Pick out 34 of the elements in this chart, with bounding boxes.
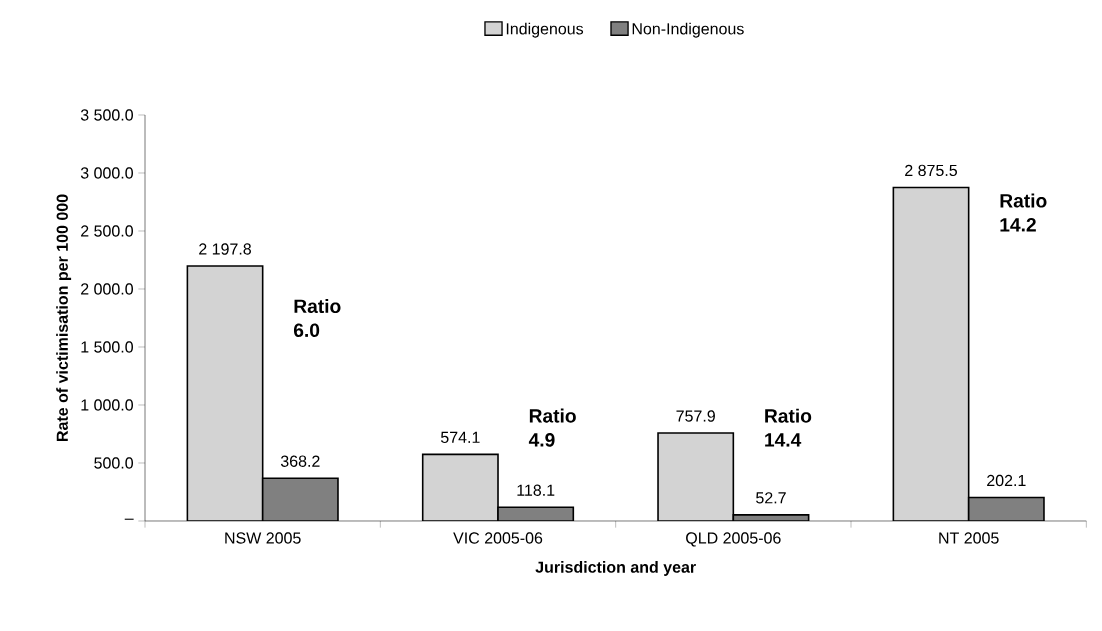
x-tick-label: NSW 2005 <box>225 532 301 544</box>
y-tick-label: – <box>124 518 134 520</box>
y-tick-label: 500.0 <box>94 457 134 469</box>
x-axis-title: Jurisdiction and year <box>535 561 696 576</box>
bar <box>892 186 970 521</box>
bar <box>657 432 735 521</box>
y-tick-label: 3 500.0 <box>80 109 133 121</box>
annotation: Ratio 6.0 <box>293 298 341 338</box>
y-tick-label: 1 000.0 <box>81 399 133 411</box>
bar <box>186 265 264 521</box>
x-tick-label: NT 2005 <box>939 532 999 544</box>
bar <box>967 496 1045 521</box>
x-tick-label: VIC 2005-06 <box>453 532 543 544</box>
data-label: 2 197.8 <box>199 243 251 255</box>
annotation: Ratio 4.9 <box>528 408 576 447</box>
data-label: 2 875.5 <box>905 164 958 177</box>
annotation: Ratio 14.2 <box>1000 193 1047 232</box>
legend-label: Non-Indigenous <box>632 22 744 38</box>
data-label: 202.1 <box>987 474 1026 487</box>
data-label: 52.7 <box>756 492 786 504</box>
y-axis-title: Rate of victimisation per 100 000 <box>56 194 72 441</box>
data-label: 574.1 <box>440 431 480 444</box>
legend-label: Indigenous <box>506 22 584 38</box>
annotation: Ratio 14.4 <box>765 408 812 447</box>
bar <box>261 477 339 521</box>
y-tick-label: 2 000.0 <box>81 283 133 295</box>
y-tick-label: 1 500.0 <box>81 341 133 353</box>
bar <box>421 453 499 521</box>
y-tick-label: 3 000.0 <box>80 167 133 179</box>
y-tick-label: 2 500.0 <box>81 225 133 237</box>
data-label: 757.9 <box>676 410 715 422</box>
data-label: 368.2 <box>280 455 320 467</box>
data-label: 118.1 <box>517 484 555 496</box>
x-tick-label: QLD 2005-06 <box>686 532 781 547</box>
